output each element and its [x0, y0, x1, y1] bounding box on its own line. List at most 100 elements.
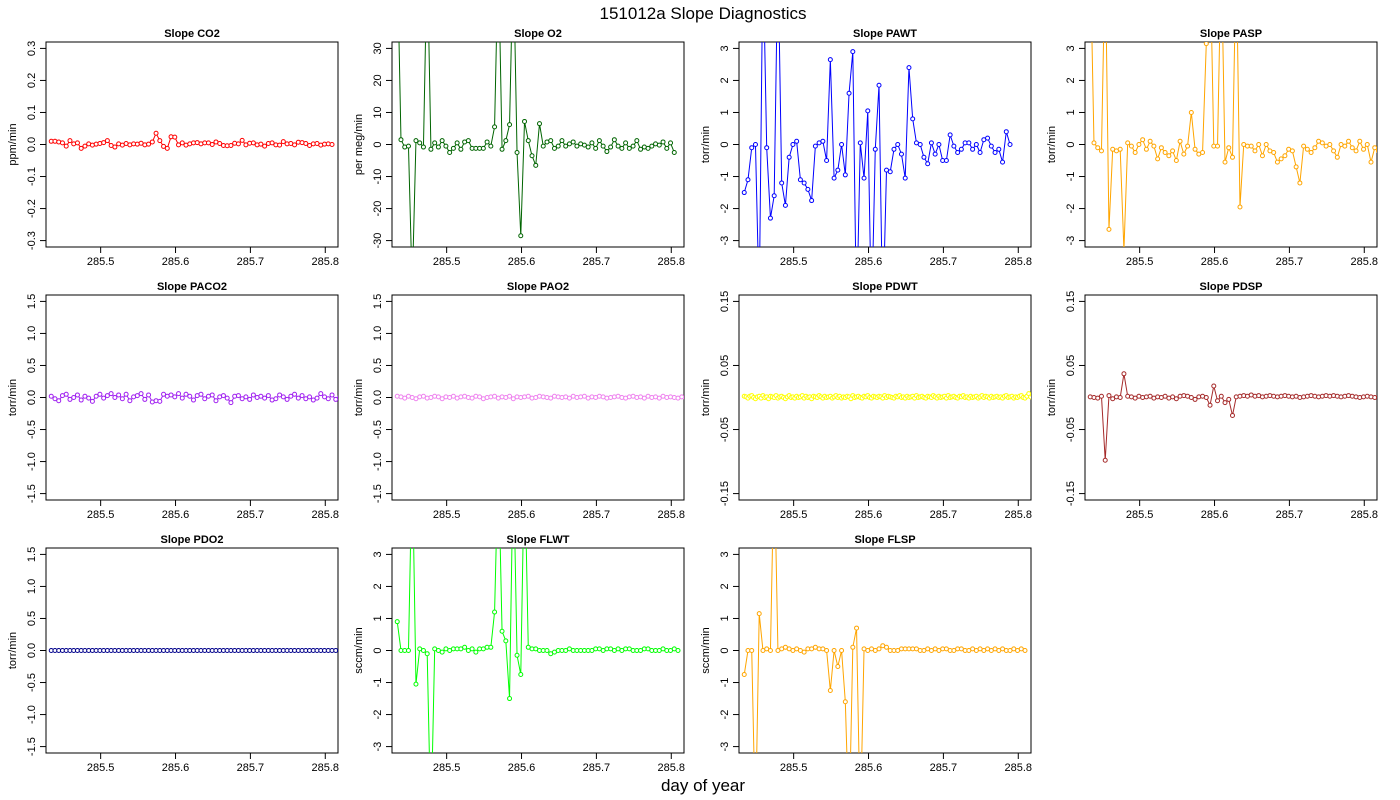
data-point — [801, 649, 807, 655]
data-point — [329, 142, 335, 147]
data-point — [752, 142, 758, 147]
data-point — [850, 49, 856, 55]
data-point — [1226, 145, 1232, 151]
x-tick-label: 285.6 — [855, 256, 883, 268]
data-point — [767, 648, 773, 653]
y-axis-label: sccm/min — [700, 627, 712, 673]
data-point — [337, 648, 338, 653]
panel-title: Slope PAWT — [853, 28, 917, 40]
data-point — [970, 146, 976, 152]
data-point — [928, 140, 934, 146]
data-point — [1132, 150, 1138, 156]
data-point — [450, 145, 456, 151]
data-point — [480, 145, 486, 151]
data-point — [322, 394, 328, 400]
data-point — [604, 149, 610, 155]
data-point — [325, 396, 331, 402]
data-point — [428, 146, 434, 152]
data-point — [310, 397, 316, 403]
x-tick-label: 285.7 — [930, 762, 958, 774]
data-point — [1162, 393, 1168, 399]
data-point — [1308, 150, 1314, 156]
data-point — [295, 395, 301, 401]
y-tick-label: -0.5 — [26, 673, 38, 692]
panel-title: Slope PDSP — [1200, 281, 1263, 293]
y-axis: -0.15 -0.05 0.05 0.15 — [719, 291, 740, 506]
data-point — [277, 142, 283, 148]
x-axis: 285.5 285.6 285.7 285.8 — [433, 246, 685, 268]
x-axis: 285.5 285.6 285.7 285.8 — [87, 499, 339, 521]
data-point — [262, 143, 268, 149]
data-point — [1036, 391, 1040, 395]
data-point — [857, 140, 863, 146]
data-point — [1211, 383, 1217, 389]
data-point — [288, 393, 294, 399]
x-tick-label: 285.5 — [1126, 509, 1154, 521]
data-point — [228, 142, 234, 148]
data-point — [1376, 394, 1377, 399]
data-point — [1361, 146, 1367, 152]
data-point — [891, 146, 897, 152]
y-axis-label: torr/min — [1046, 126, 1058, 163]
data-point — [292, 391, 298, 397]
data-point — [638, 146, 644, 152]
data-point — [1380, 118, 1384, 122]
x-tick-label: 285.5 — [1126, 256, 1154, 268]
data-point — [153, 130, 159, 136]
series-slope-pasp — [1091, 42, 1384, 247]
data-point — [985, 135, 991, 141]
data-point — [741, 190, 747, 196]
data-point — [492, 609, 498, 615]
series-slope-o2 — [398, 42, 677, 247]
x-axis: 285.5 285.6 285.7 285.8 — [780, 752, 1032, 774]
data-point — [86, 395, 92, 401]
y-axis: -0.3 -0.2 -0.1 0.0 0.1 0.2 0.3 — [26, 41, 47, 250]
y-tick-label: 0.0 — [372, 390, 384, 405]
panel-title: Slope PAO2 — [507, 281, 569, 293]
data-point — [1192, 146, 1198, 152]
data-point — [855, 319, 859, 323]
y-axis: -1.5 -1.0 -0.5 0.0 0.5 1.0 1.5 — [26, 547, 47, 756]
data-point — [56, 398, 62, 404]
data-point — [1263, 142, 1269, 147]
y-tick-label: -0.2 — [26, 199, 38, 218]
panel-slope-pasp: Slope PASP 285.5 285.6 285.7 285.8 -3 -2 -1 0 1 2 3… — [1046, 28, 1384, 268]
data-point — [741, 672, 747, 678]
y-tick-label: -1.0 — [26, 705, 38, 724]
y-tick-label: -10 — [372, 169, 384, 185]
y-tick-label: 10 — [372, 106, 384, 118]
y-tick-label: -0.5 — [26, 420, 38, 439]
data-point — [522, 118, 528, 124]
data-point — [1147, 393, 1153, 399]
x-tick-label: 285.8 — [1005, 256, 1033, 268]
y-axis: -1.5 -1.0 -0.5 0.0 0.5 1.0 1.5 — [26, 294, 47, 503]
x-tick-label: 285.7 — [583, 509, 611, 521]
data-point — [1000, 159, 1006, 165]
data-point — [510, 396, 516, 402]
data-point — [771, 193, 777, 199]
data-point — [1342, 143, 1348, 149]
data-point — [675, 648, 681, 653]
data-point — [417, 140, 423, 146]
data-point — [250, 392, 256, 398]
data-point — [943, 158, 949, 164]
data-point — [97, 391, 103, 397]
panel-title: Slope PDWT — [852, 281, 918, 293]
data-point — [910, 116, 916, 122]
data-point — [1162, 150, 1168, 156]
y-axis-label: torr/min — [1046, 379, 1058, 416]
x-tick-label: 285.5 — [780, 509, 808, 521]
data-point — [1125, 140, 1131, 146]
data-point — [1248, 143, 1254, 149]
y-axis-label: per meg/min — [353, 114, 365, 175]
data-point — [1271, 150, 1277, 156]
data-point — [764, 145, 770, 151]
figure-title: 151012a Slope Diagnostics — [600, 4, 807, 23]
data-point — [1106, 393, 1112, 399]
data-point — [664, 145, 670, 151]
data-point — [921, 154, 927, 160]
data-point — [779, 180, 785, 186]
y-tick-label: -3 — [1065, 236, 1077, 246]
data-point — [469, 646, 475, 652]
data-point — [548, 138, 554, 144]
